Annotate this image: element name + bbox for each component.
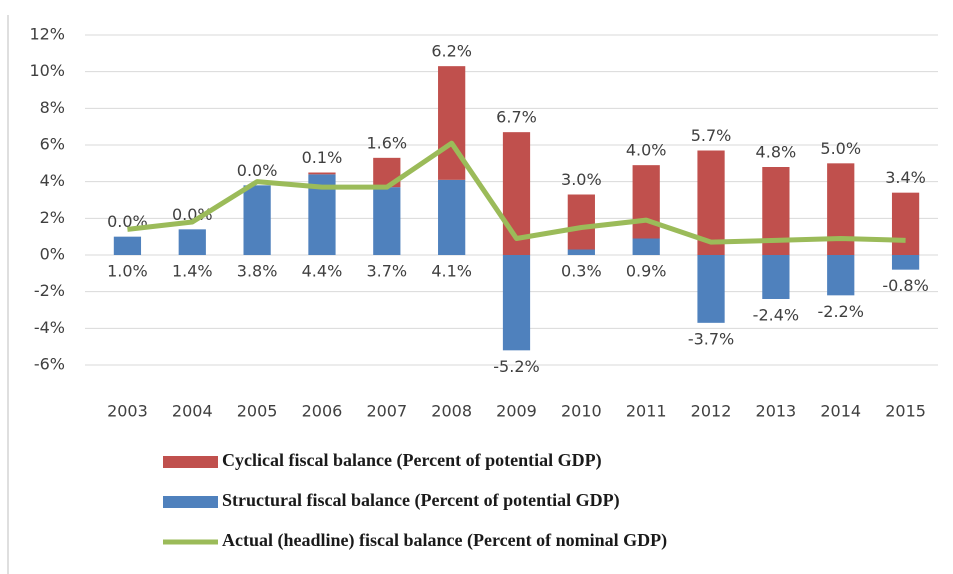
y-tick-label: -6% (34, 355, 65, 374)
y-tick-label: 6% (40, 135, 65, 154)
legend-label: Actual (headline) fiscal balance (Percen… (222, 530, 667, 551)
bar (891, 192, 920, 255)
data-label: 5.7% (691, 126, 732, 145)
data-label: 1.4% (172, 262, 213, 281)
data-label: 0.0% (172, 205, 213, 224)
y-tick-label: 8% (40, 98, 65, 117)
data-label: -0.8% (882, 276, 928, 295)
x-tick-label: 2015 (885, 402, 926, 421)
legend-swatch (163, 496, 218, 508)
y-tick-label: -2% (34, 281, 65, 300)
bar (697, 255, 725, 323)
data-label: 6.7% (496, 108, 537, 127)
y-tick-label: 10% (29, 61, 65, 80)
data-label: 4.8% (756, 143, 797, 162)
bar (567, 194, 595, 250)
x-tick-label: 2013 (756, 402, 797, 421)
bar (502, 255, 531, 351)
bar (178, 229, 206, 255)
x-tick-label: 2009 (496, 402, 537, 421)
bar (113, 236, 142, 255)
legend-swatch (163, 456, 218, 468)
data-label: -2.2% (818, 302, 864, 321)
legend-label: Cyclical fiscal balance (Percent of pote… (222, 450, 602, 471)
x-tick-label: 2011 (626, 402, 667, 421)
bar (308, 172, 336, 175)
line (127, 140, 906, 245)
x-tick-label: 2010 (561, 402, 602, 421)
data-label: 0.1% (302, 148, 343, 167)
x-tick-label: 2014 (820, 402, 861, 421)
y-tick-label: 12% (29, 25, 65, 44)
legend-label: Structural fiscal balance (Percent of po… (222, 490, 620, 511)
data-label: 3.4% (885, 168, 926, 187)
bar (243, 185, 271, 255)
bar (567, 249, 595, 255)
x-tick-label: 2008 (431, 402, 472, 421)
bar (438, 66, 466, 180)
data-label: 1.6% (366, 133, 407, 152)
data-label: 3.8% (237, 262, 278, 281)
bar (373, 187, 401, 255)
bar (827, 255, 855, 296)
bar (632, 238, 660, 255)
x-tick-label: 2004 (172, 402, 213, 421)
data-label: 4.4% (302, 262, 343, 281)
bar (762, 255, 790, 299)
data-label: 0.9% (626, 262, 667, 281)
data-label: -3.7% (688, 329, 734, 348)
x-tick-label: 2003 (107, 402, 148, 421)
bar (632, 165, 660, 239)
data-label: 6.2% (431, 42, 472, 61)
bar (891, 255, 920, 270)
data-label: 4.0% (626, 141, 667, 160)
data-label: 1.0% (107, 262, 148, 281)
x-tick-label: 2007 (366, 402, 407, 421)
data-label: 5.0% (820, 139, 861, 158)
bar (438, 179, 466, 255)
data-label: -2.4% (753, 306, 799, 325)
y-tick-label: -4% (34, 318, 65, 337)
data-label: 4.1% (431, 262, 472, 281)
data-label: -5.2% (493, 357, 539, 376)
y-tick-label: 2% (40, 208, 65, 227)
data-label: 3.7% (366, 262, 407, 281)
x-tick-label: 2005 (237, 402, 278, 421)
data-label: 3.0% (561, 170, 602, 189)
data-label: 0.3% (561, 262, 602, 281)
x-tick-label: 2012 (691, 402, 732, 421)
y-tick-label: 4% (40, 171, 65, 190)
x-tick-label: 2006 (302, 402, 343, 421)
y-tick-label: 0% (40, 245, 65, 264)
data-label: 0.0% (237, 161, 278, 180)
